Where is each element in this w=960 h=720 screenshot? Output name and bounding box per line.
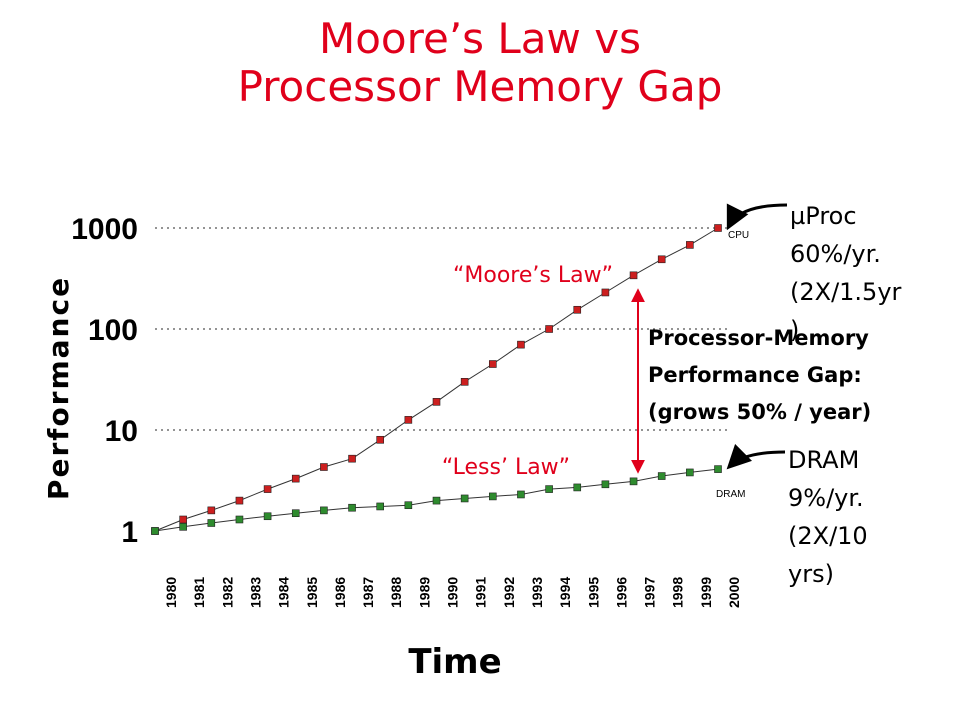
x-tick-1986: 1986 [332,577,348,608]
x-tick-1996: 1996 [613,577,629,608]
point-dram-1995 [573,483,582,492]
point-cpu-1984 [263,485,272,493]
y-tick-10: 10 [105,415,138,448]
uproc-note-line-2: 60%/yr. [790,240,881,268]
point-dram-1988 [376,502,385,511]
point-cpu-1990 [432,398,441,406]
point-cpu-1989 [404,416,413,424]
uproc-note-line-1: µProc [790,202,857,230]
point-dram-1990 [432,496,441,505]
point-cpu-1996 [601,288,610,297]
x-tick-1984: 1984 [276,577,292,608]
point-cpu-1997 [629,271,638,280]
cpu-tag: CPU [728,230,749,241]
x-tick-1982: 1982 [219,577,235,608]
gap-note-line-1: Processor-Memory [648,326,869,350]
x-tick-1988: 1988 [388,577,404,608]
point-dram-1993 [517,490,525,499]
y-tick-labels: 1 10 100 1000 [71,213,138,549]
x-tick-1998: 1998 [670,577,686,608]
y-tick-100: 100 [88,314,138,347]
point-cpu-1985 [291,474,300,483]
x-tick-1983: 1983 [247,577,263,608]
x-tick-1994: 1994 [557,577,573,608]
point-dram-1982 [207,519,216,527]
x-tick-1990: 1990 [445,577,461,608]
point-cpu-1988 [376,435,385,444]
point-cpu-1993 [517,340,525,349]
y-axis-label: Performance [42,276,75,500]
uproc-pointer-arrow [726,203,788,231]
point-dram-2000 [714,465,722,473]
title-line-1: Moore’s Law vs [319,14,641,63]
point-cpu-1999 [686,241,694,249]
x-tick-1995: 1995 [585,577,601,608]
y-tick-1000: 1000 [71,213,138,246]
dram-note-line-2: 9%/yr. [788,484,864,512]
dram-note-line-4: yrs) [788,560,834,588]
x-tick-1987: 1987 [360,577,376,608]
x-tick-1981: 1981 [191,577,207,608]
point-dram-1983 [235,515,244,524]
series-layer [151,224,722,535]
dram-pointer-arrow [726,443,786,470]
x-tick-1992: 1992 [501,577,517,608]
point-dram-1985 [291,509,300,518]
gap-note-line-2: Performance Gap: [648,363,862,387]
uproc-note-line-4: ) [790,316,799,344]
point-cpu-1991 [460,378,469,386]
x-tick-1999: 1999 [698,577,714,608]
uproc-note-line-3: (2X/1.5yr [790,278,902,306]
point-cpu-1986 [320,463,328,471]
x-tick-2000: 2000 [726,577,742,608]
point-cpu-2000 [714,224,722,232]
point-dram-1984 [263,512,272,521]
x-tick-1980: 1980 [163,577,179,608]
dram-note-line-1: DRAM [788,446,859,474]
point-cpu-1992 [488,360,497,368]
point-dram-1998 [657,472,666,480]
dram-note-line-3: (2X/10 [788,522,868,550]
grid-layer [155,227,730,431]
point-cpu-1983 [235,496,244,505]
x-tick-1985: 1985 [304,577,320,608]
point-dram-1987 [348,503,356,512]
point-dram-1986 [320,506,328,515]
point-dram-1992 [488,492,497,501]
moores-law-label: “Moore’s Law” [453,263,613,288]
point-cpu-1987 [348,454,356,463]
point-cpu-1998 [657,255,666,264]
x-axis-label: Time [408,642,501,682]
point-dram-1980 [151,527,159,535]
title-line-2: Processor Memory Gap [237,62,723,111]
less-law-label: “Less’ Law” [442,455,570,480]
point-dram-1994 [545,485,553,493]
point-cpu-1994 [545,325,553,333]
point-cpu-1995 [573,305,582,314]
x-tick-1991: 1991 [473,577,489,608]
point-dram-1997 [629,477,638,486]
point-cpu-1982 [207,506,216,515]
point-cpu-1981 [179,515,187,524]
point-dram-1989 [404,501,413,510]
y-tick-1: 1 [121,516,138,549]
dram-tag: DRAM [716,489,745,500]
point-dram-1999 [686,468,694,477]
point-dram-1996 [601,480,610,489]
point-dram-1991 [460,494,469,503]
gap-note-line-3: (grows 50% / year) [648,400,871,424]
point-dram-1981 [179,523,187,531]
x-tick-labels: 1980 1981 1982 1983 1984 1985 1986 1987 1988 1989… [163,577,742,608]
x-tick-1997: 1997 [642,577,658,608]
x-tick-1993: 1993 [529,577,545,608]
x-tick-1989: 1989 [416,577,432,608]
